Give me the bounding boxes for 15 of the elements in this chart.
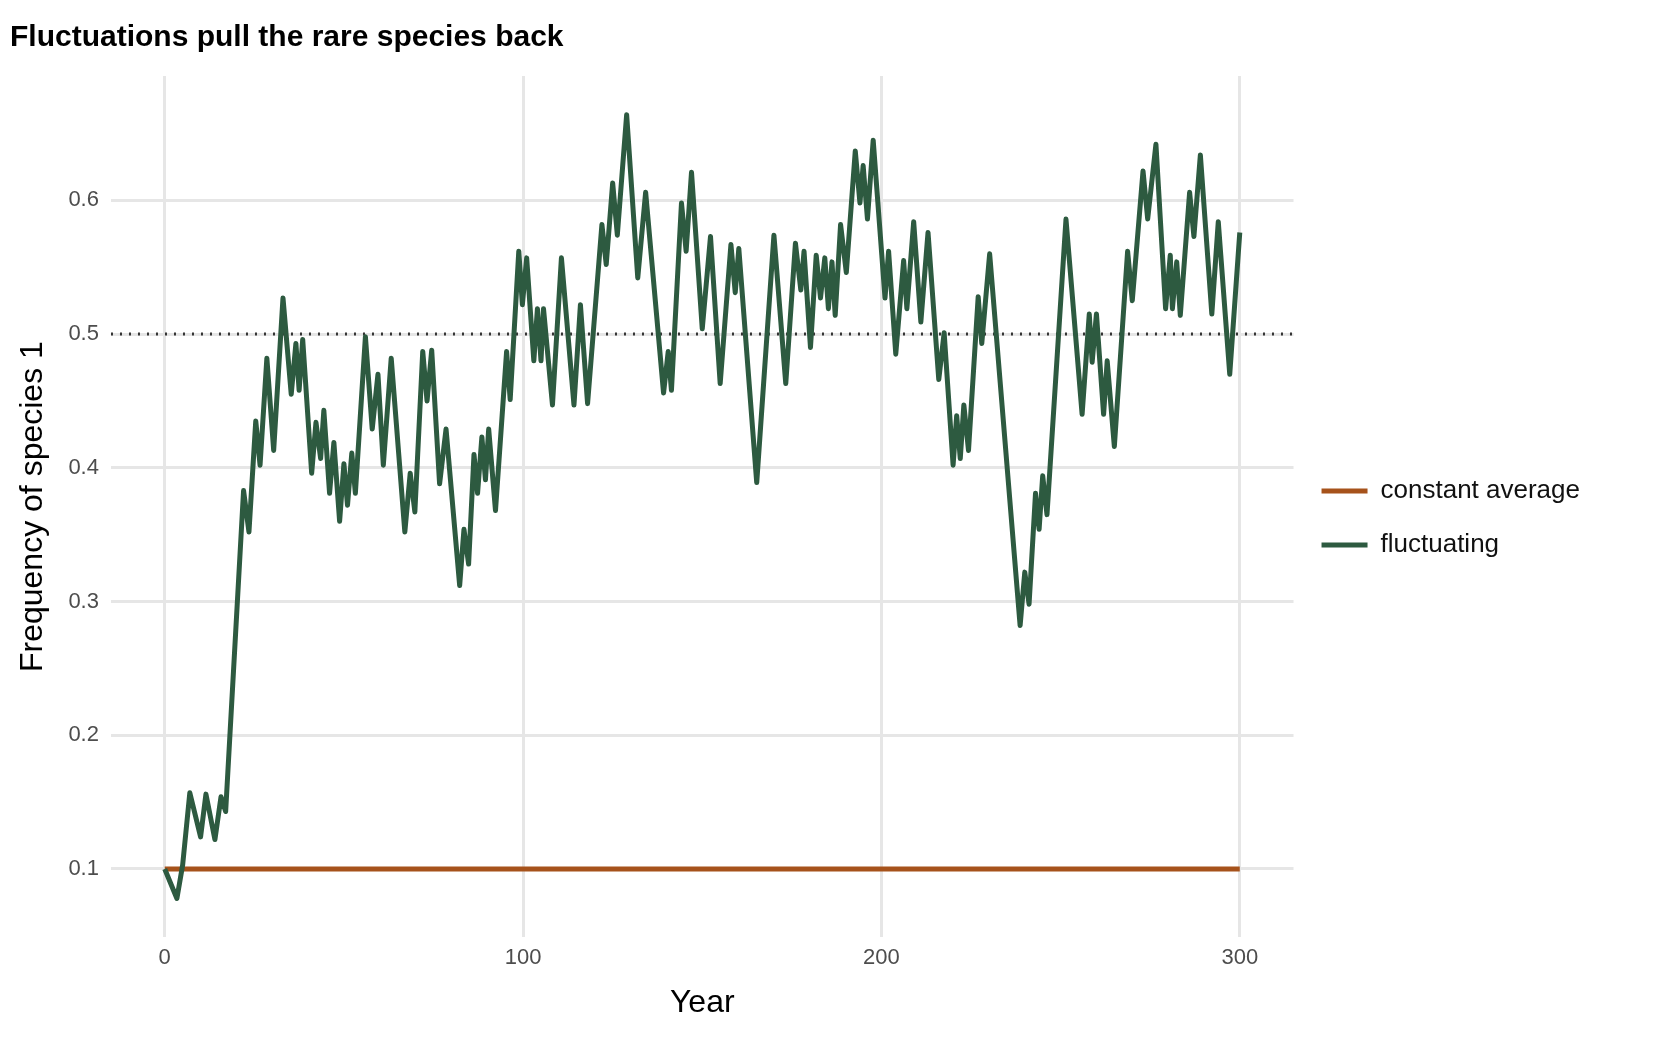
chart-title: Fluctuations pull the rare species back [10,19,564,53]
y-tick-label: 0.5 [68,320,99,346]
y-axis-title: Frequency of species 1 [13,341,50,673]
y-tick-label: 0.2 [68,721,99,747]
x-tick-label: 0 [158,944,171,970]
y-tick-label: 0.1 [68,855,99,881]
legend-label: constant average [1380,474,1580,505]
y-tick-label: 0.3 [68,587,99,613]
y-tick-label: 0.4 [68,453,99,479]
x-tick-label: 100 [504,944,542,970]
legend-label: fluctuating [1380,528,1500,559]
x-tick-label: 300 [1221,944,1259,970]
x-tick-label: 200 [863,944,900,970]
y-tick-label: 0.6 [68,186,99,212]
x-axis-title: Year [669,982,735,1019]
